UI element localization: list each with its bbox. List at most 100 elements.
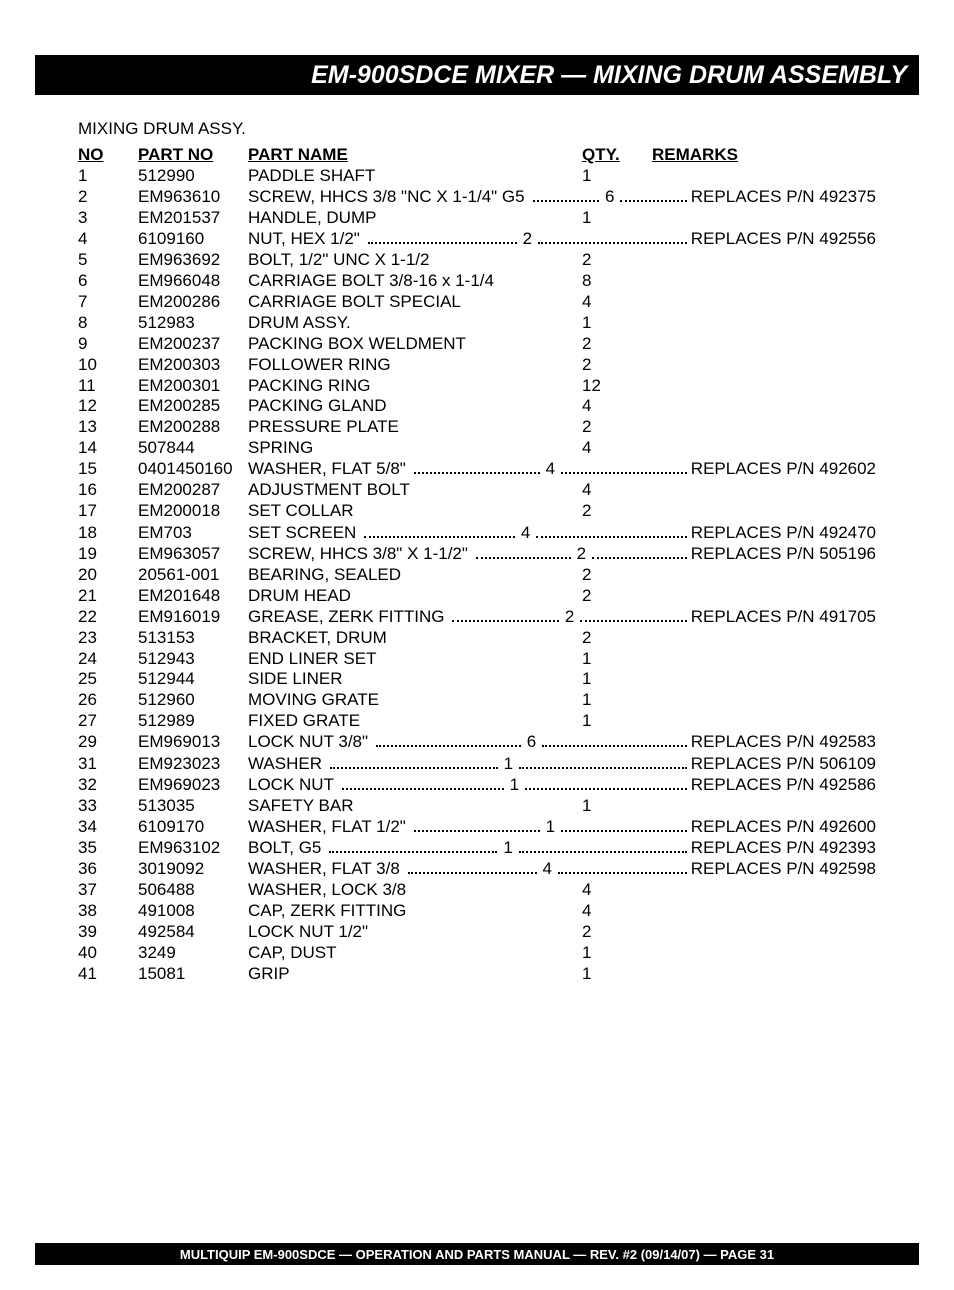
cell-part-no: 507844 xyxy=(138,438,248,459)
footer-bar: MULTIQUIP EM-900SDCE — OPERATION AND PAR… xyxy=(35,1243,919,1265)
cell-no: 24 xyxy=(78,649,138,670)
cell-part-name: END LINER SET xyxy=(248,649,578,670)
cell-no: 10 xyxy=(78,355,138,376)
cell-qty: 4 xyxy=(541,859,554,880)
cell-no: 41 xyxy=(78,964,138,985)
table-row: 35EM963102BOLT, G51REPLACES P/N 492393 xyxy=(78,838,876,859)
cell-qty: 2 xyxy=(582,586,622,607)
parts-table: NO PART NO PART NAME QTY. REMARKS 1 51299… xyxy=(78,145,876,985)
cell-part-name: PACKING RING xyxy=(248,376,578,397)
cell-no: 25 xyxy=(78,669,138,690)
cell-part-no: 512944 xyxy=(138,669,248,690)
title-bar: EM-900SDCE MIXER — MIXING DRUM ASSEMBLY xyxy=(35,55,919,95)
cell-qty: 1 xyxy=(582,313,622,334)
cell-part-no: EM201648 xyxy=(138,586,248,607)
cell-qty: 4 xyxy=(582,292,622,313)
cell-part-no: 512989 xyxy=(138,711,248,732)
cell-part-name: BRACKET, DRUM xyxy=(248,628,578,649)
table-row: 16EM200287ADJUSTMENT BOLT4 xyxy=(78,480,876,501)
cell-part-no: EM969013 xyxy=(138,732,248,753)
table-row: 26512960MOVING GRATE1 xyxy=(78,690,876,711)
cell-no: 12 xyxy=(78,396,138,417)
table-row: 17EM200018SET COLLAR2 xyxy=(78,501,876,522)
dot-leader xyxy=(414,459,540,474)
cell-part-no: EM963057 xyxy=(138,544,248,565)
cell-part-name: CARRIAGE BOLT 3/8-16 x 1-1/4 xyxy=(248,271,578,292)
cell-part-name: SET COLLAR xyxy=(248,501,578,522)
cell-part-no: 20561-001 xyxy=(138,565,248,586)
cell-remarks: REPLACES P/N 506109 xyxy=(691,754,876,775)
cell-part-name: GREASE, ZERK FITTING xyxy=(248,607,448,628)
cell-qty: 4 xyxy=(582,901,622,922)
cell-part-name: LOCK NUT 3/8" xyxy=(248,732,372,753)
cell-no: 3 xyxy=(78,208,138,229)
cell-remarks: REPLACES P/N 492602 xyxy=(691,459,876,480)
cell-part-name: SCREW, HHCS 3/8 "NC X 1-1/4" G5 xyxy=(248,187,529,208)
cell-part-no: EM703 xyxy=(138,523,248,544)
table-header-row: NO PART NO PART NAME QTY. REMARKS xyxy=(78,145,876,166)
cell-part-no: EM200287 xyxy=(138,480,248,501)
cell-qty: 2 xyxy=(521,229,534,250)
header-part-name: PART NAME xyxy=(248,145,578,166)
cell-part-name: BEARING, SEALED xyxy=(248,565,578,586)
dot-leader xyxy=(592,543,687,558)
table-row: 39492584LOCK NUT 1/2"2 xyxy=(78,922,876,943)
cell-part-no: 512990 xyxy=(138,166,248,187)
cell-part-name: WASHER, FLAT 1/2" xyxy=(248,817,410,838)
dot-leader xyxy=(519,753,687,768)
cell-no: 2 xyxy=(78,187,138,208)
cell-no: 38 xyxy=(78,901,138,922)
cell-remarks: REPLACES P/N 492556 xyxy=(691,229,876,250)
cell-qty: 1 xyxy=(582,649,622,670)
cell-part-name: PACKING GLAND xyxy=(248,396,578,417)
footer-text: MULTIQUIP EM-900SDCE — OPERATION AND PAR… xyxy=(180,1247,774,1262)
header-qty: QTY. xyxy=(582,145,652,166)
cell-part-no: EM200301 xyxy=(138,376,248,397)
cell-no: 13 xyxy=(78,417,138,438)
header-no: NO xyxy=(78,145,138,166)
page: EM-900SDCE MIXER — MIXING DRUM ASSEMBLY … xyxy=(0,55,954,1290)
cell-remarks: REPLACES P/N 505196 xyxy=(691,544,876,565)
table-row: 29EM969013LOCK NUT 3/8"6REPLACES P/N 492… xyxy=(78,732,876,753)
dot-leader xyxy=(533,187,599,202)
cell-part-no: EM963692 xyxy=(138,250,248,271)
dot-leader xyxy=(525,775,687,790)
cell-part-no: 491008 xyxy=(138,901,248,922)
cell-part-name: DRUM ASSY. xyxy=(248,313,578,334)
cell-qty: 6 xyxy=(603,187,616,208)
cell-qty: 1 xyxy=(544,817,557,838)
cell-no: 6 xyxy=(78,271,138,292)
cell-qty: 1 xyxy=(502,754,515,775)
cell-part-name: GRIP xyxy=(248,964,578,985)
cell-part-name: LOCK NUT 1/2" xyxy=(248,922,578,943)
cell-part-name: PADDLE SHAFT xyxy=(248,166,578,187)
table-row: 150401450160WASHER, FLAT 5/8"4REPLACES P… xyxy=(78,459,876,480)
table-row: 8512983DRUM ASSY.1 xyxy=(78,313,876,334)
cell-qty: 1 xyxy=(582,669,622,690)
cell-qty: 1 xyxy=(582,964,622,985)
cell-qty: 2 xyxy=(582,250,622,271)
cell-no: 27 xyxy=(78,711,138,732)
table-row: 7EM200286CARRIAGE BOLT SPECIAL4 xyxy=(78,292,876,313)
cell-part-name: BOLT, G5 xyxy=(248,838,325,859)
dot-leader xyxy=(561,459,687,474)
cell-qty: 12 xyxy=(582,376,622,397)
cell-no: 36 xyxy=(78,859,138,880)
cell-part-no: 513035 xyxy=(138,796,248,817)
cell-part-name: MOVING GRATE xyxy=(248,690,578,711)
cell-no: 21 xyxy=(78,586,138,607)
cell-part-name: SET SCREEN xyxy=(248,523,360,544)
table-row: 46109160NUT, HEX 1/2"2REPLACES P/N 49255… xyxy=(78,229,876,250)
table-row: 3EM201537HANDLE, DUMP1 xyxy=(78,208,876,229)
cell-remarks: REPLACES P/N 492583 xyxy=(691,732,876,753)
cell-qty: 2 xyxy=(582,628,622,649)
table-row: 22EM916019GREASE, ZERK FITTING2REPLACES … xyxy=(78,606,876,627)
cell-no: 14 xyxy=(78,438,138,459)
table-row: 21EM201648DRUM HEAD2 xyxy=(78,586,876,607)
table-row: 24512943END LINER SET1 xyxy=(78,649,876,670)
cell-remarks: REPLACES P/N 491705 xyxy=(691,607,876,628)
cell-no: 32 xyxy=(78,775,138,796)
cell-qty: 4 xyxy=(582,438,622,459)
cell-qty: 4 xyxy=(544,459,557,480)
cell-part-name: LOCK NUT xyxy=(248,775,338,796)
